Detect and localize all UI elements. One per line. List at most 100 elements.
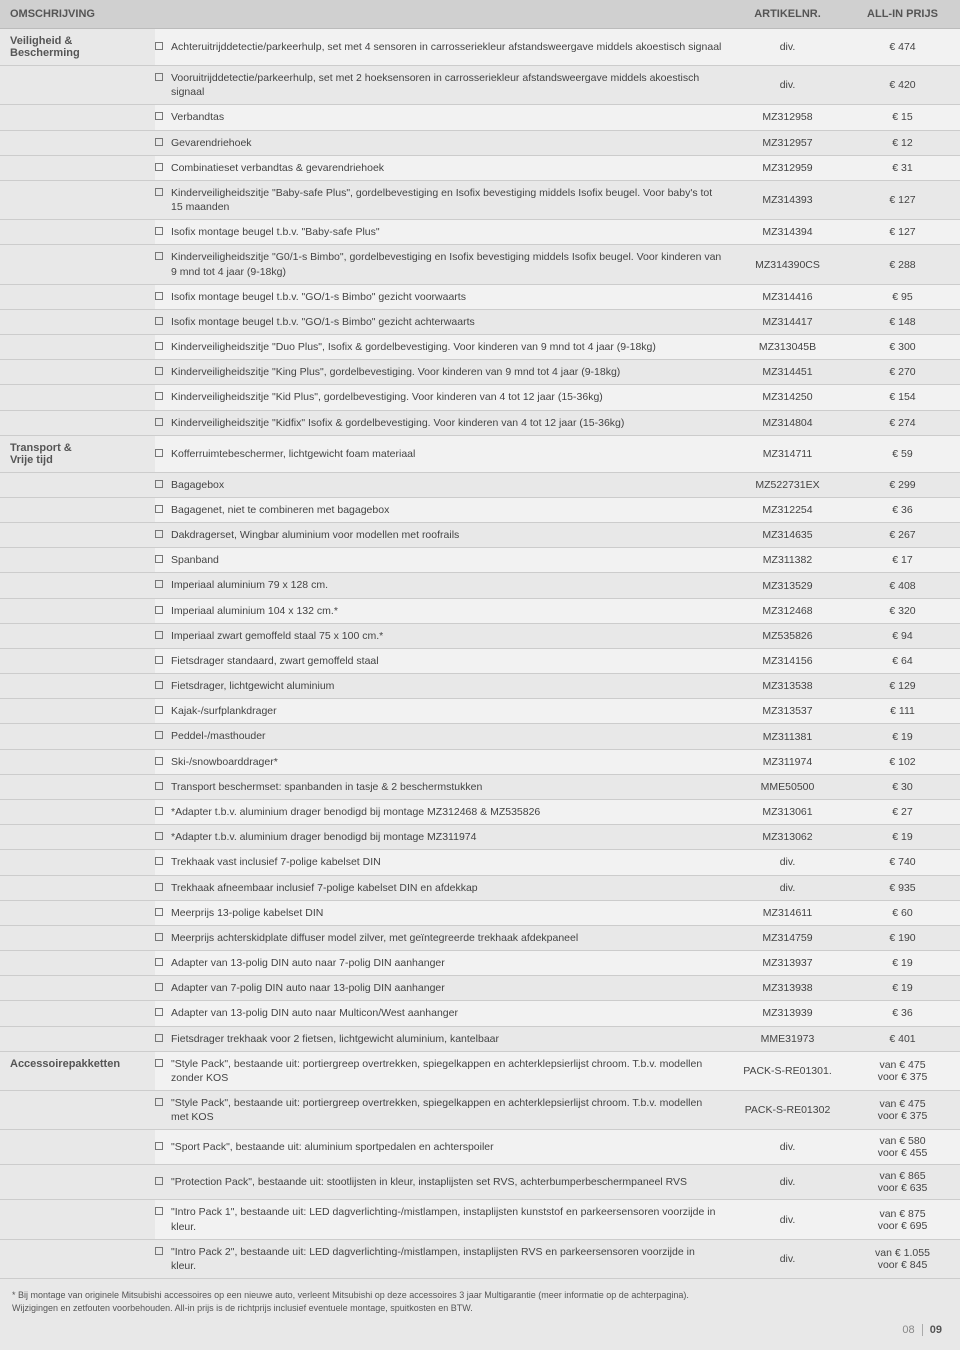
price-cell: € 19	[845, 724, 960, 749]
article-number: MZ313045B	[730, 335, 845, 360]
checkbox-icon[interactable]	[155, 1247, 163, 1255]
checkbox-icon[interactable]	[155, 530, 163, 538]
header-price: ALL-IN PRIJS	[845, 0, 960, 29]
article-number: MZ313062	[730, 825, 845, 850]
article-number: MZ314611	[730, 900, 845, 925]
checkbox-icon[interactable]	[155, 1177, 163, 1185]
description-cell: "Intro Pack 2", bestaande uit: LED dagve…	[155, 1239, 730, 1278]
table-row: Transport &Vrije tijdKofferruimtebescher…	[0, 435, 960, 472]
checkbox-icon[interactable]	[155, 367, 163, 375]
table-row: "Protection Pack", bestaande uit: stootl…	[0, 1165, 960, 1200]
checkbox-icon[interactable]	[155, 252, 163, 260]
price-cell: van € 1.055 voor € 845	[845, 1239, 960, 1278]
checkbox-icon[interactable]	[155, 505, 163, 513]
checkbox-icon[interactable]	[155, 480, 163, 488]
checkbox-icon[interactable]	[155, 392, 163, 400]
description-cell: Bagagebox	[155, 472, 730, 497]
checkbox-icon[interactable]	[155, 807, 163, 815]
checkbox-icon[interactable]	[155, 857, 163, 865]
category-label: Transport &Vrije tijd	[0, 435, 155, 472]
checkbox-icon[interactable]	[155, 631, 163, 639]
price-cell: € 190	[845, 925, 960, 950]
checkbox-icon[interactable]	[155, 731, 163, 739]
checkbox-icon[interactable]	[155, 782, 163, 790]
description-cell: Achteruitrijddetectie/parkeerhulp, set m…	[155, 29, 730, 66]
checkbox-icon[interactable]	[155, 933, 163, 941]
description-text: Imperiaal aluminium 79 x 128 cm.	[171, 578, 722, 592]
price-cell: van € 475 voor € 375	[845, 1051, 960, 1090]
checkbox-icon[interactable]	[155, 908, 163, 916]
checkbox-icon[interactable]	[155, 832, 163, 840]
price-cell: van € 475 voor € 375	[845, 1091, 960, 1130]
description-cell: Trekhaak vast inclusief 7-polige kabelse…	[155, 850, 730, 875]
price-cell: € 12	[845, 130, 960, 155]
checkbox-icon[interactable]	[155, 292, 163, 300]
checkbox-icon[interactable]	[155, 983, 163, 991]
checkbox-icon[interactable]	[155, 1207, 163, 1215]
description-cell: Fietsdrager standaard, zwart gemoffeld s…	[155, 648, 730, 673]
checkbox-icon[interactable]	[155, 757, 163, 765]
checkbox-icon[interactable]	[155, 163, 163, 171]
article-number: MME31973	[730, 1026, 845, 1051]
checkbox-icon[interactable]	[155, 112, 163, 120]
article-number: div.	[730, 850, 845, 875]
price-cell: € 59	[845, 435, 960, 472]
description-text: Gevarendriehoek	[171, 136, 722, 150]
description-cell: Adapter van 13-polig DIN auto naar 7-pol…	[155, 951, 730, 976]
checkbox-icon[interactable]	[155, 706, 163, 714]
description-text: Isofix montage beugel t.b.v. "Baby-safe …	[171, 225, 722, 239]
footnote-line-2: Wijzigingen en zetfouten voorbehouden. A…	[12, 1302, 948, 1315]
description-text: Ski-/snowboarddrager*	[171, 755, 722, 769]
description-cell: Isofix montage beugel t.b.v. "GO/1-s Bim…	[155, 284, 730, 309]
article-number: MZ535826	[730, 623, 845, 648]
checkbox-icon[interactable]	[155, 606, 163, 614]
article-number: MZ312959	[730, 155, 845, 180]
checkbox-icon[interactable]	[155, 449, 163, 457]
article-number: MZ312958	[730, 105, 845, 130]
page-left: 08	[902, 1324, 914, 1336]
table-row: Meerprijs achterskidplate diffuser model…	[0, 925, 960, 950]
price-cell: € 267	[845, 523, 960, 548]
checkbox-icon[interactable]	[155, 227, 163, 235]
description-cell: Adapter van 13-polig DIN auto naar Multi…	[155, 1001, 730, 1026]
table-row: Imperiaal aluminium 104 x 132 cm.*MZ3124…	[0, 598, 960, 623]
description-text: Kajak-/surfplankdrager	[171, 704, 722, 718]
description-text: Adapter van 13-polig DIN auto naar 7-pol…	[171, 956, 722, 970]
description-cell: Adapter van 7-polig DIN auto naar 13-pol…	[155, 976, 730, 1001]
description-cell: Spanband	[155, 548, 730, 573]
table-row: Trekhaak vast inclusief 7-polige kabelse…	[0, 850, 960, 875]
table-row: *Adapter t.b.v. aluminium drager benodig…	[0, 825, 960, 850]
checkbox-icon[interactable]	[155, 188, 163, 196]
checkbox-icon[interactable]	[155, 342, 163, 350]
article-number: PACK-S-RE01302	[730, 1091, 845, 1130]
table-row: Fietsdrager, lichtgewicht aluminiumMZ313…	[0, 674, 960, 699]
article-number: MZ314711	[730, 435, 845, 472]
article-number: MZ313529	[730, 573, 845, 598]
article-number: MZ314156	[730, 648, 845, 673]
checkbox-icon[interactable]	[155, 555, 163, 563]
checkbox-icon[interactable]	[155, 1059, 163, 1067]
checkbox-icon[interactable]	[155, 418, 163, 426]
checkbox-icon[interactable]	[155, 1034, 163, 1042]
table-row: Kinderveiligheidszitje "Duo Plus", Isofi…	[0, 335, 960, 360]
article-number: MZ314451	[730, 360, 845, 385]
checkbox-icon[interactable]	[155, 958, 163, 966]
article-number: MZ314394	[730, 220, 845, 245]
article-number: MZ311974	[730, 749, 845, 774]
table-row: Kinderveiligheidszitje "G0/1-s Bimbo", g…	[0, 245, 960, 284]
checkbox-icon[interactable]	[155, 883, 163, 891]
checkbox-icon[interactable]	[155, 580, 163, 588]
price-cell: € 19	[845, 825, 960, 850]
price-cell: € 274	[845, 410, 960, 435]
checkbox-icon[interactable]	[155, 1008, 163, 1016]
checkbox-icon[interactable]	[155, 73, 163, 81]
checkbox-icon[interactable]	[155, 656, 163, 664]
checkbox-icon[interactable]	[155, 1098, 163, 1106]
checkbox-icon[interactable]	[155, 681, 163, 689]
checkbox-icon[interactable]	[155, 138, 163, 146]
checkbox-icon[interactable]	[155, 42, 163, 50]
table-row: Isofix montage beugel t.b.v. "GO/1-s Bim…	[0, 284, 960, 309]
checkbox-icon[interactable]	[155, 1142, 163, 1150]
checkbox-icon[interactable]	[155, 317, 163, 325]
price-cell: € 401	[845, 1026, 960, 1051]
